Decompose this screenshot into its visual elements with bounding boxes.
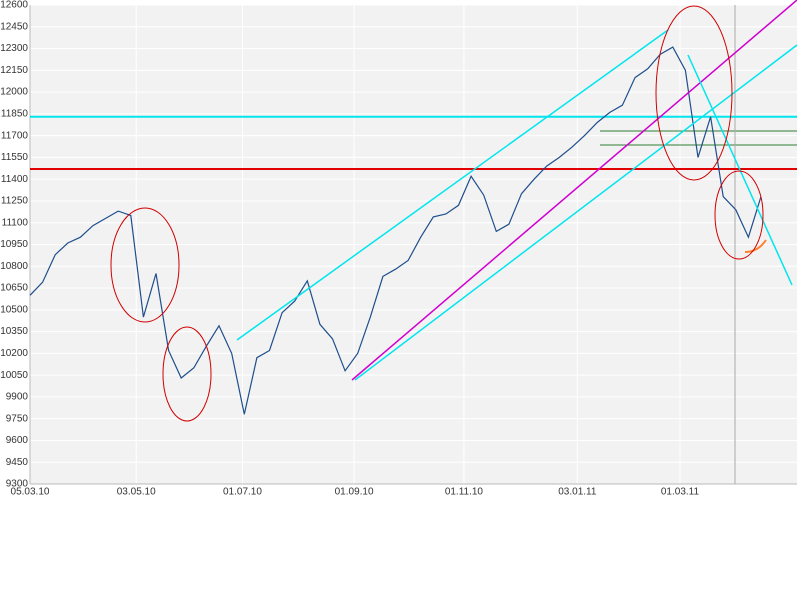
- axis-labels: 9300 9450 9600 9750 9900 10050 10200 10350 10500…: [0, 0, 699, 498]
- y-tick-label: 11400: [1, 174, 29, 185]
- drawn-annotations: [30, 5, 797, 484]
- x-tick-label: 01.11.10: [445, 487, 484, 498]
- trend-line: [236, 29, 669, 341]
- x-tick-label: 03.05.10: [117, 487, 156, 498]
- y-tick-label: 11100: [2, 217, 29, 228]
- y-tick-label: 10800: [0, 261, 28, 272]
- y-tick-label: 11550: [1, 152, 29, 163]
- y-tick-label: 9750: [6, 413, 29, 424]
- y-tick-label: 9600: [6, 435, 29, 446]
- y-tick-label: 12600: [0, 0, 28, 11]
- trend-line: [354, 44, 797, 381]
- circle-marker: [162, 326, 212, 422]
- trend-line: [351, 0, 797, 381]
- y-tick-label: 11850: [1, 109, 29, 120]
- y-tick-label: 11250: [1, 196, 29, 207]
- x-tick-label: 05.03.10: [11, 487, 50, 498]
- y-tick-label: 10350: [0, 326, 28, 337]
- trend-lines: [110, 0, 797, 422]
- circle-marker: [714, 170, 764, 260]
- circle-marker: [110, 207, 180, 323]
- y-tick-label: 12300: [0, 43, 28, 54]
- series-layer: [29, 46, 762, 415]
- y-tick-label: 9900: [6, 392, 29, 403]
- y-tick-label: 11700: [1, 130, 29, 141]
- y-tick-label: 12000: [0, 87, 28, 98]
- trend-line: [687, 54, 793, 286]
- y-tick-label: 10650: [0, 283, 28, 294]
- y-tick-label: 10200: [0, 348, 28, 359]
- grid: [29, 4, 797, 485]
- y-tick-label: 10950: [0, 239, 28, 250]
- price-line: [29, 46, 762, 415]
- y-tick-label: 9450: [6, 457, 29, 468]
- x-tick-label: 03.01.11: [558, 487, 597, 498]
- y-tick-label: 12450: [0, 21, 28, 32]
- x-tick-label: 01.09.10: [335, 487, 374, 498]
- y-tick-label: 9300: [6, 479, 29, 490]
- x-tick-label: 01.07.10: [223, 487, 262, 498]
- highlight-curve: [744, 239, 767, 253]
- circle-marker: [655, 5, 733, 181]
- y-tick-label: 10050: [0, 370, 28, 381]
- y-tick-label: 10500: [0, 304, 28, 315]
- y-tick-label: 12150: [0, 65, 28, 76]
- x-tick-label: 01.03.11: [661, 487, 700, 498]
